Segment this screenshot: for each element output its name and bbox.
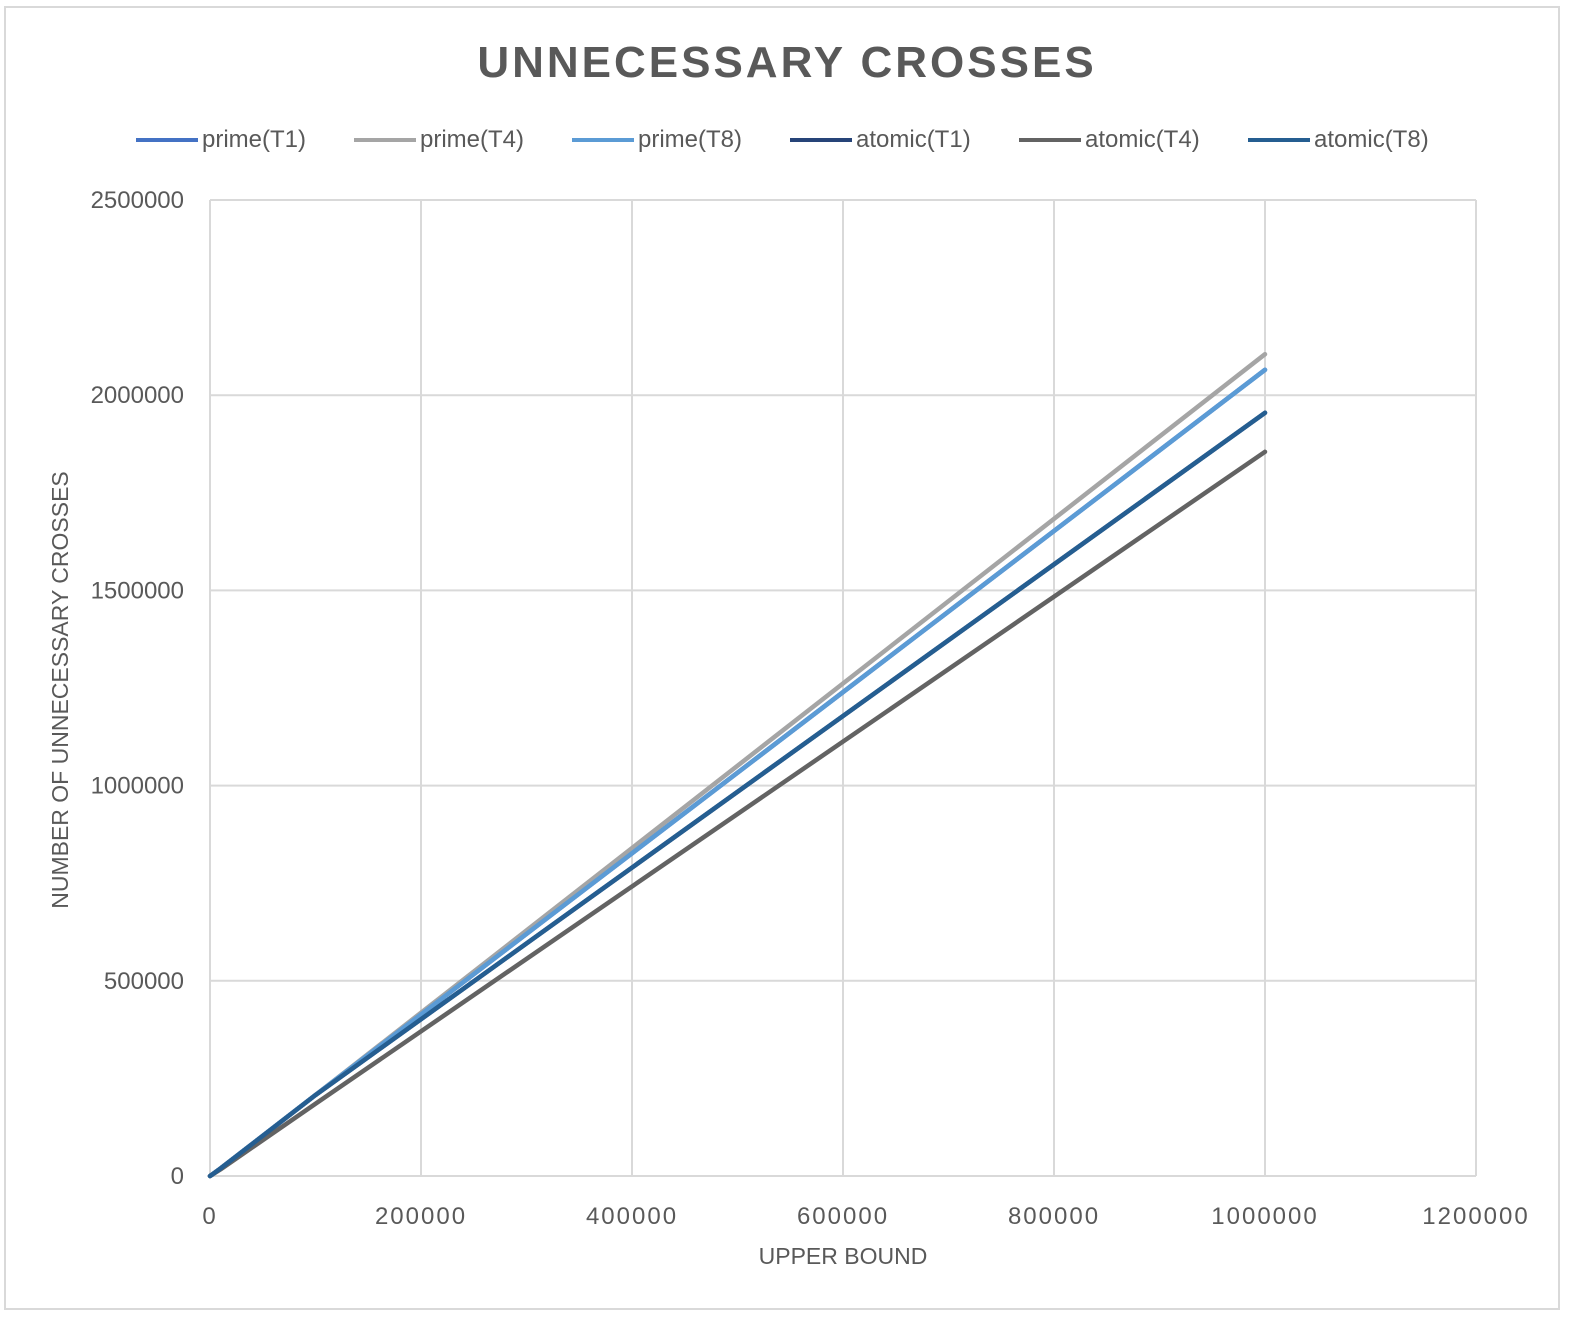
series-line-atomict8 <box>207 410 1268 1179</box>
legend-item: prime(T1) <box>136 123 306 157</box>
y-tick-label: 1000000 <box>91 773 184 800</box>
y-tick-label: 0 <box>171 1163 184 1190</box>
x-tick-label: 800000 <box>1008 1203 1100 1230</box>
legend-item: atomic(T8) <box>1248 123 1429 157</box>
legend-label: prime(T8) <box>638 126 743 153</box>
y-axis-title: NUMBER OF UNNECESSARY CROSSES <box>47 471 73 909</box>
chart-frame <box>4 6 1560 1310</box>
x-tick-label: 600000 <box>797 1203 889 1230</box>
legend-swatch <box>572 138 634 142</box>
legend-label: atomic(T1) <box>856 126 971 153</box>
legend-swatch <box>1248 138 1310 142</box>
y-tick-label: 2000000 <box>91 382 184 409</box>
legend-label: prime(T4) <box>420 126 525 153</box>
y-tick-label: 1500000 <box>91 577 184 604</box>
y-tick-label: 500000 <box>104 968 184 995</box>
legend-item: atomic(T4) <box>1019 123 1200 157</box>
tick-labels: 0 200000 400000 600000 800000 1000000 1200000 0… <box>91 187 1529 1230</box>
x-tick-label: 0 <box>202 1203 217 1230</box>
x-tick-label: 1200000 <box>1422 1203 1529 1230</box>
legend-label: atomic(T4) <box>1085 126 1200 153</box>
legend-item: prime(T4) <box>354 123 524 157</box>
x-axis-title: UPPER BOUND <box>759 1243 928 1269</box>
y-tick-label: 2500000 <box>91 187 184 214</box>
x-tick-label: 200000 <box>375 1203 467 1230</box>
legend-swatch <box>790 138 852 142</box>
legend-item: prime(T8) <box>572 123 742 157</box>
legend-item: atomic(T1) <box>790 123 971 157</box>
grid <box>209 199 1477 1177</box>
x-tick-label: 400000 <box>586 1203 678 1230</box>
x-tick-label: 1000000 <box>1211 1203 1318 1230</box>
legend-swatch <box>1019 138 1081 142</box>
legend-label: atomic(T8) <box>1314 126 1429 153</box>
series-line-atomict4 <box>207 449 1268 1179</box>
legend-swatch <box>136 138 198 142</box>
chart-title: UNNECESSARY CROSSES <box>477 38 1097 87</box>
legend-swatch <box>354 138 416 142</box>
legend: prime(T1) prime(T4) prime(T8) atomic(T1) ato… <box>0 123 1574 157</box>
legend-label: prime(T1) <box>202 126 307 153</box>
series-lines <box>207 351 1268 1179</box>
